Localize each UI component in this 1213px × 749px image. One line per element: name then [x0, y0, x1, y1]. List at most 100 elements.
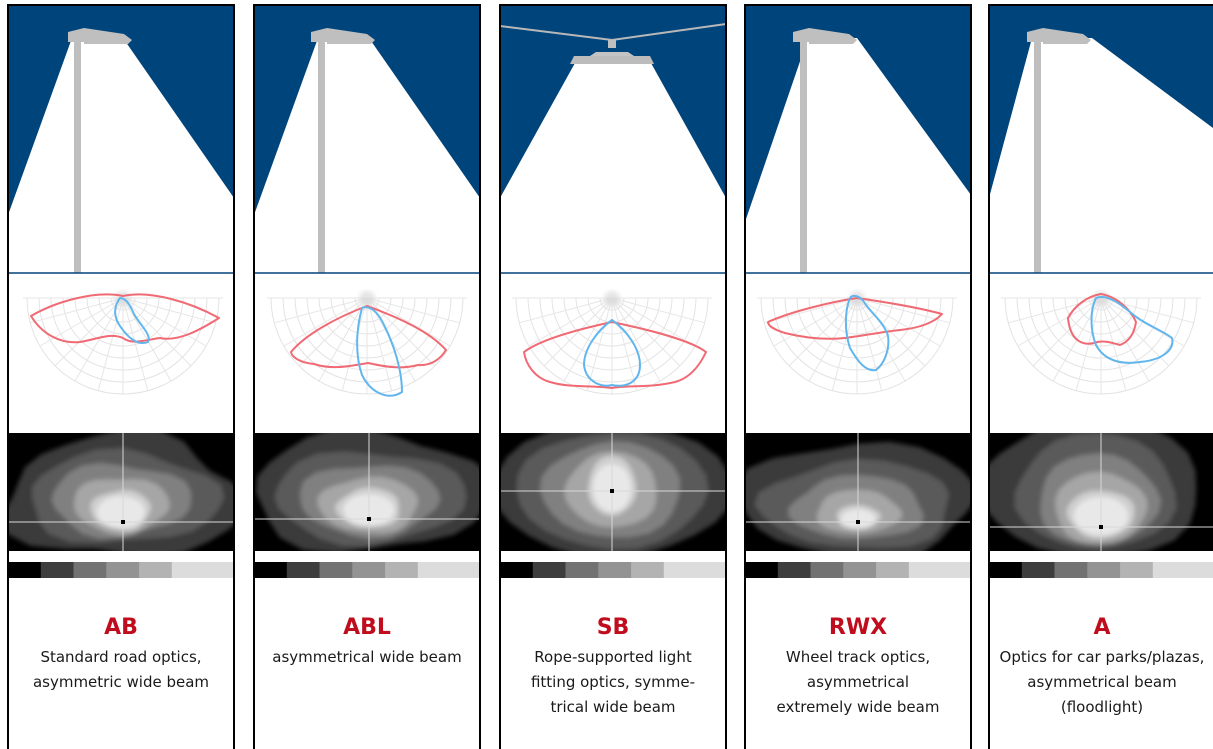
optics-description-line: fitting optics, symme-	[531, 673, 695, 691]
luminance-scale	[500, 562, 727, 578]
isolux-contour-map-icon	[254, 433, 480, 551]
optics-description-line: asymmetrical beam	[1027, 673, 1176, 691]
scale-step	[908, 562, 972, 578]
polar-curve-blue	[583, 319, 641, 387]
scale-step	[1054, 562, 1088, 578]
scale-step	[319, 562, 353, 578]
optics-code: SB	[597, 615, 630, 640]
isolux-core	[97, 496, 145, 528]
panel-sb: SB Rope-supported light fitting optics, sy…	[499, 4, 727, 749]
polar-grid	[1001, 291, 1201, 395]
polar-curve-blue	[1090, 296, 1174, 364]
panel-frame	[499, 4, 727, 749]
scale-step	[843, 562, 877, 578]
lamp-pole	[318, 40, 325, 273]
scale-step	[1087, 562, 1121, 578]
catenary-lamp-icon	[500, 23, 726, 64]
polar-curve-blue	[114, 297, 150, 344]
lamp-head	[1027, 28, 1091, 44]
polar-intensity-curve-icon	[1001, 291, 1201, 395]
optics-code: RWX	[829, 615, 887, 640]
panel-frame	[253, 4, 481, 749]
luminance-scale	[745, 562, 972, 578]
street-lamp-icon	[68, 28, 132, 273]
optics-code: ABL	[343, 615, 391, 640]
scale-step	[40, 562, 75, 578]
panel-frame	[988, 4, 1213, 749]
scale-step	[565, 562, 599, 578]
polar-intensity-curve-icon	[512, 291, 712, 395]
luminaire-marker	[856, 520, 860, 524]
lamp-pole	[1034, 40, 1041, 273]
optics-code: AB	[104, 615, 138, 640]
optics-description-line: Standard road optics,	[40, 648, 201, 666]
polar-curve-red	[523, 321, 707, 389]
scale-step	[286, 562, 321, 578]
scale-step	[385, 562, 419, 578]
light-beam	[989, 38, 1213, 273]
luminance-scale	[8, 562, 235, 578]
luminaire-marker	[121, 520, 125, 524]
optics-description-line: Rope-supported light	[534, 648, 692, 666]
optics-description-line: (floodlight)	[1061, 698, 1143, 716]
scale-step	[777, 562, 812, 578]
optics-description-line: extremely wide beam	[777, 698, 940, 716]
isolux-contour-map-icon	[745, 433, 971, 551]
luminaire-marker	[610, 489, 614, 493]
light-beam	[500, 63, 726, 273]
luminance-scale	[989, 562, 1213, 578]
optics-description-line: asymmetric wide beam	[33, 673, 209, 691]
scale-step	[500, 562, 534, 578]
scale-step	[598, 562, 632, 578]
luminaire-marker	[1099, 525, 1103, 529]
scale-step	[73, 562, 107, 578]
scale-step	[1152, 562, 1213, 578]
panel-frame	[744, 4, 972, 749]
street-lamp-icon	[793, 28, 857, 273]
panel-ab: AB Standard road optics, asymmetric wide b…	[7, 4, 235, 749]
luminaire-scene	[745, 5, 971, 273]
scale-step	[139, 562, 173, 578]
lamp-pole	[74, 40, 81, 273]
luminance-scale	[254, 562, 481, 578]
isolux-contours	[255, 433, 480, 551]
lamp-head	[311, 28, 375, 44]
polar-curve-red	[1067, 293, 1137, 346]
scale-step	[254, 562, 288, 578]
scale-step	[876, 562, 910, 578]
light-beam	[254, 38, 480, 273]
polar-grid	[757, 291, 957, 395]
polar-intensity-curve-icon	[267, 291, 467, 397]
scale-step	[1120, 562, 1154, 578]
polar-curve-blue	[844, 294, 890, 372]
isolux-contour-map-icon	[8, 433, 234, 551]
luminaire-scene	[254, 5, 480, 273]
scale-step	[631, 562, 665, 578]
luminaire-marker	[367, 517, 371, 521]
optics-description-line: trical wide beam	[550, 698, 675, 716]
scale-step	[8, 562, 42, 578]
lamp-head	[793, 28, 857, 44]
luminaire-scene	[500, 5, 726, 273]
panel-rwx: RWX Wheel track optics, asymmetrical extrem…	[744, 4, 972, 749]
polar-grid	[512, 291, 712, 395]
luminaire-scene	[989, 5, 1213, 273]
polar-intensity-curve-icon	[757, 291, 957, 395]
scale-step	[663, 562, 727, 578]
isolux-contour-map-icon	[500, 433, 726, 551]
panel-a: A Optics for car parks/plazas, asymmetrica…	[988, 4, 1213, 749]
optics-description-line: Optics for car parks/plazas,	[1000, 648, 1205, 666]
scale-step	[745, 562, 779, 578]
street-lamp-icon	[1027, 28, 1091, 273]
light-beam	[8, 38, 234, 273]
optics-description-line: asymmetrical	[807, 673, 909, 691]
lamp-head	[68, 28, 132, 44]
street-lamp-icon	[311, 28, 375, 273]
scale-step	[810, 562, 844, 578]
scale-step	[532, 562, 567, 578]
polar-curve-red	[30, 293, 220, 344]
scale-step	[352, 562, 386, 578]
panel-abl: ABL asymmetrical wide beam	[253, 4, 481, 749]
isolux-contours	[500, 433, 726, 551]
